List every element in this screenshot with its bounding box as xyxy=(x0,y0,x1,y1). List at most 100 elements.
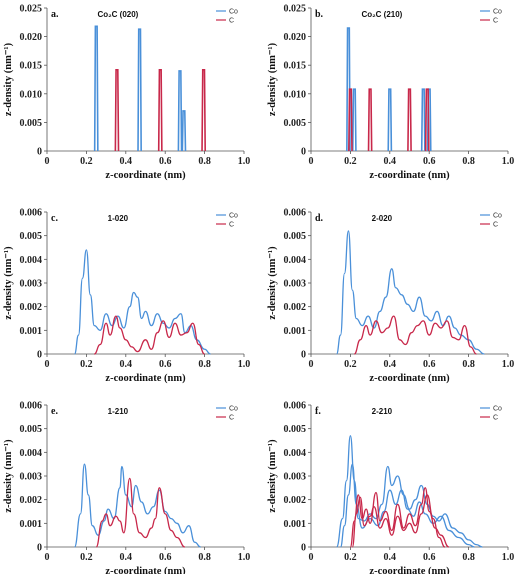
x-tick-label: 0.6 xyxy=(159,359,172,370)
y-axis-label: z-density (nm⁻¹) xyxy=(3,439,14,513)
x-tick-label: 0.6 xyxy=(423,156,436,167)
y-tick-label: 0.001 xyxy=(284,519,307,530)
x-tick-label: 0 xyxy=(45,156,50,167)
y-tick-label: 0 xyxy=(301,543,306,554)
x-tick-label: 0.4 xyxy=(384,552,397,563)
panel-label: e. xyxy=(51,406,58,417)
legend-label-co: Co xyxy=(493,9,502,16)
x-tick-label: 0 xyxy=(45,552,50,563)
y-tick-label: 0 xyxy=(301,350,306,361)
y-tick-label: 0.015 xyxy=(284,61,307,72)
peak-co xyxy=(177,70,183,152)
x-tick-label: 0.4 xyxy=(384,156,397,167)
x-tick-label: 1.0 xyxy=(502,156,515,167)
x-tick-label: 0.4 xyxy=(120,359,133,370)
series-line-co xyxy=(73,249,211,355)
legend-label-c: C xyxy=(229,222,234,229)
y-tick-label: 0.005 xyxy=(20,424,43,435)
y-tick-label: 0.010 xyxy=(284,89,307,100)
x-tick-label: 0 xyxy=(309,156,314,167)
y-tick-label: 0 xyxy=(37,147,42,158)
legend-label-c: C xyxy=(493,18,498,25)
series-line-co xyxy=(335,230,485,355)
y-tick-label: 0 xyxy=(301,147,306,158)
x-tick-label: 0.4 xyxy=(120,156,133,167)
panel-label: c. xyxy=(51,213,58,224)
series-line-co xyxy=(339,463,475,548)
panel-title: Co₂C (020) xyxy=(97,10,138,19)
y-tick-label: 0.006 xyxy=(284,401,307,412)
series-line-c xyxy=(349,487,450,548)
y-tick-label: 0.004 xyxy=(284,255,307,266)
panel-d: 0 0.001 0.002 0.003 0.004 0.005 0.006 0 0.2 0.4 0.… xyxy=(267,208,514,385)
y-tick-label: 0.005 xyxy=(284,118,307,129)
y-axis-label: z-density (nm⁻¹) xyxy=(267,42,278,116)
x-tick-label: 0 xyxy=(309,359,314,370)
y-tick-label: 0.015 xyxy=(20,61,43,72)
legend-label-c: C xyxy=(493,222,498,229)
y-tick-label: 0.003 xyxy=(284,472,307,483)
y-tick-label: 0.001 xyxy=(284,326,307,337)
panel-a: 0 0.005 0.010 0.015 0.020 0.025 0 0.2 0.4 0.6 0.8 1… xyxy=(3,4,250,182)
legend-label-co: Co xyxy=(229,213,238,220)
x-tick-label: 1.0 xyxy=(238,359,251,370)
panel-label: f. xyxy=(315,406,321,417)
legend-label-c: C xyxy=(229,415,234,422)
y-tick-label: 0 xyxy=(37,543,42,554)
y-tick-label: 0.004 xyxy=(284,448,307,459)
series-line-co xyxy=(73,463,201,548)
y-tick-label: 0.001 xyxy=(20,326,43,337)
peak-co xyxy=(181,110,187,152)
peak-co xyxy=(420,88,426,152)
x-axis-label: z-coordinate (nm) xyxy=(369,566,450,574)
y-tick-label: 0.005 xyxy=(284,424,307,435)
x-tick-label: 1.0 xyxy=(502,359,515,370)
x-axis-label: z-coordinate (nm) xyxy=(105,170,186,181)
x-tick-label: 0.8 xyxy=(462,156,475,167)
y-tick-label: 0.001 xyxy=(20,519,43,530)
x-tick-label: 0.2 xyxy=(80,156,93,167)
x-tick-label: 1.0 xyxy=(502,552,515,563)
peak-co xyxy=(137,28,142,152)
peak-co xyxy=(93,25,99,152)
y-tick-label: 0.020 xyxy=(20,32,43,43)
peak-c xyxy=(367,88,373,152)
y-tick-label: 0.004 xyxy=(20,255,43,266)
peak-c xyxy=(424,88,430,152)
y-tick-label: 0.010 xyxy=(20,89,43,100)
legend-label-c: C xyxy=(493,415,498,422)
panel-title: 2-020 xyxy=(372,214,393,223)
x-tick-label: 0.2 xyxy=(80,359,93,370)
peak-co xyxy=(351,88,357,152)
x-axis-label: z-coordinate (nm) xyxy=(105,373,186,384)
x-axis-label: z-coordinate (nm) xyxy=(105,566,186,574)
y-tick-label: 0.003 xyxy=(20,472,43,483)
y-axis-label: z-density (nm⁻¹) xyxy=(3,246,14,320)
panel-title: 2-210 xyxy=(372,407,393,416)
y-tick-label: 0.005 xyxy=(20,118,43,129)
y-tick-label: 0.006 xyxy=(20,208,43,219)
series-line-c xyxy=(354,315,477,355)
y-tick-label: 0.025 xyxy=(284,4,307,15)
y-tick-label: 0.003 xyxy=(20,279,43,290)
x-tick-label: 0.8 xyxy=(462,552,475,563)
panel-label: b. xyxy=(315,9,324,20)
panel-e: 0 0.001 0.002 0.003 0.004 0.005 0.006 0 0.2 0.4 0.… xyxy=(3,401,250,574)
legend-label-c: C xyxy=(229,18,234,25)
x-tick-label: 0 xyxy=(309,552,314,563)
y-axis-label: z-density (nm⁻¹) xyxy=(267,439,278,513)
x-tick-label: 0.8 xyxy=(198,552,211,563)
peak-c xyxy=(407,88,412,152)
legend-label-co: Co xyxy=(493,213,502,220)
panel-title: Co₂C (210) xyxy=(361,10,402,19)
x-tick-label: 0.6 xyxy=(159,156,172,167)
y-tick-label: 0.004 xyxy=(20,448,43,459)
x-tick-label: 1.0 xyxy=(238,552,251,563)
peak-c xyxy=(157,68,163,152)
x-tick-label: 0.8 xyxy=(198,156,211,167)
legend-label-co: Co xyxy=(493,406,502,413)
x-tick-label: 0.2 xyxy=(80,552,93,563)
x-axis-label: z-coordinate (nm) xyxy=(369,373,450,384)
x-axis-label: z-coordinate (nm) xyxy=(369,170,450,181)
